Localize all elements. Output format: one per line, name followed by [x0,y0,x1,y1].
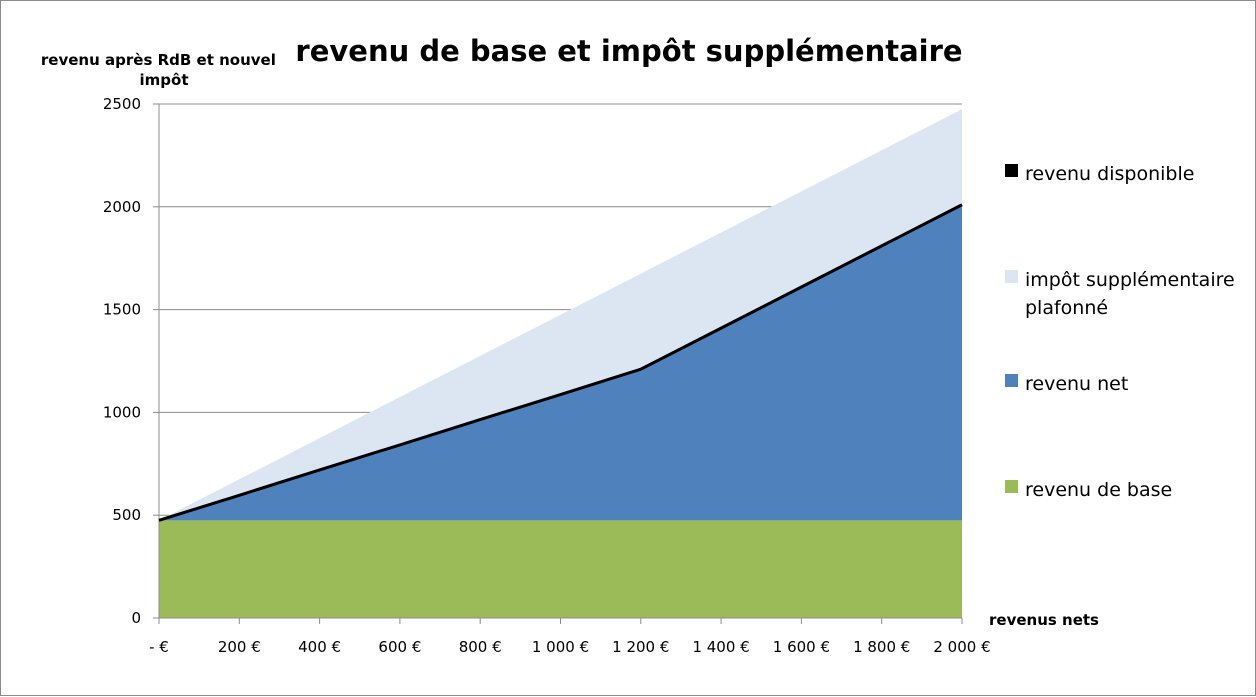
y-tick-label: 1500 [103,301,141,319]
x-tick-label: 1 000 € [532,638,589,656]
legend-item: revenu de base [1005,479,1172,501]
area-series [159,109,962,618]
legend-swatch [1005,374,1018,387]
chart-title: revenu de base et impôt supplémentaire [295,34,962,68]
x-tick-label: 2 000 € [933,638,990,656]
legend-swatch [1005,480,1018,493]
legend-item: impôt supplémentaire plafonné [1005,269,1235,319]
x-tick-label: 1 400 € [692,638,749,656]
y-axis-title-line-1: revenu après RdB et nouvel [41,51,276,69]
x-tick-label: 600 € [378,638,421,656]
legend-label: revenu de base [1025,479,1172,501]
y-axis-title: revenu après RdB et nouvel impôt [41,51,281,89]
x-tick-label: 200 € [218,638,261,656]
legend: revenu disponible impôt supplémentaire pla… [1005,163,1235,501]
legend-item: revenu net [1005,373,1128,395]
legend-label: revenu disponible [1025,163,1194,185]
x-tick-label: 1 200 € [612,638,669,656]
y-tick-label: 2000 [103,198,141,216]
y-tick-label: 2500 [103,95,141,113]
x-tick-label: - € [149,638,169,656]
legend-label: impôt supplémentaire [1025,269,1235,291]
plot-area: 0 500 1000 1500 2000 2500 - € 200 € 400 € 600 € 80… [103,95,991,656]
area-revenu-net [159,204,962,521]
legend-label: plafonné [1025,297,1108,319]
legend-label: revenu net [1025,373,1128,395]
x-axis-title: revenus nets [989,611,1099,629]
legend-item: revenu disponible [1005,163,1194,185]
area-revenu-de-base [159,520,962,618]
x-tick-label: 1 800 € [853,638,910,656]
legend-swatch [1005,164,1018,177]
area-imp-t-suppl-mentaire-plafonn- [159,109,962,521]
x-tick-label: 800 € [459,638,502,656]
y-tick-label: 0 [131,609,141,627]
y-tick-label: 1000 [103,403,141,421]
axes: 0 500 1000 1500 2000 2500 - € 200 € 400 € 600 € 80… [103,95,991,656]
x-tick-label: 400 € [298,638,341,656]
x-tick-label: 1 600 € [773,638,830,656]
line-revenu-disponible [158,203,963,522]
legend-swatch [1005,270,1018,283]
y-axis-title-line-2: impôt [140,71,189,89]
y-tick-label: 500 [112,506,141,524]
